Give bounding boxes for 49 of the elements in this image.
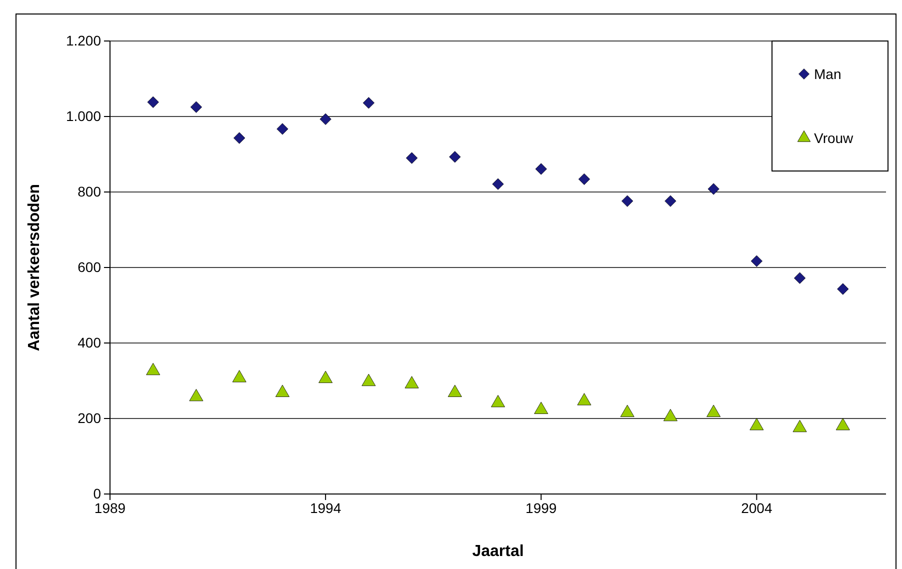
point xyxy=(620,404,634,417)
point xyxy=(535,163,547,175)
x-tick-label: 1994 xyxy=(310,500,342,516)
point xyxy=(146,362,160,376)
point xyxy=(492,178,504,190)
point xyxy=(189,388,204,402)
point xyxy=(708,183,720,195)
y-tick-label: 1.200 xyxy=(66,32,102,48)
point xyxy=(190,101,202,113)
legend-label: Man xyxy=(814,66,842,82)
x-tick-label: 1989 xyxy=(94,500,126,516)
y-tick-label: 600 xyxy=(78,258,102,275)
y-tick-label: 800 xyxy=(78,183,102,200)
point xyxy=(663,408,678,422)
point xyxy=(750,255,762,267)
legend-label: Vrouw xyxy=(814,130,854,146)
point xyxy=(578,173,590,185)
point xyxy=(792,420,807,432)
y-tick-label: 400 xyxy=(78,334,102,350)
x-tick-label: 2004 xyxy=(741,500,772,516)
y-tick-label: 200 xyxy=(78,410,102,426)
y-tick-label: 1.000 xyxy=(66,108,102,124)
point xyxy=(491,394,505,408)
point xyxy=(837,283,849,295)
point xyxy=(750,418,764,430)
x-axis-title: Jaartal xyxy=(472,543,524,560)
point xyxy=(706,404,721,417)
point xyxy=(232,370,246,382)
point xyxy=(404,376,419,388)
point xyxy=(318,370,333,383)
point xyxy=(449,151,461,163)
point xyxy=(622,195,634,207)
point xyxy=(664,195,676,207)
point xyxy=(794,272,806,284)
point xyxy=(448,384,462,397)
point xyxy=(577,393,592,406)
x-tick-label: 1999 xyxy=(526,500,557,516)
point xyxy=(362,374,376,386)
point xyxy=(276,123,288,135)
point xyxy=(362,97,374,109)
point xyxy=(147,96,159,108)
point xyxy=(234,132,246,144)
point xyxy=(534,402,548,414)
y-axis-title: Aantal verkeersdoden xyxy=(26,184,43,352)
point xyxy=(406,152,418,164)
y-tick-label: 0 xyxy=(93,485,102,502)
point xyxy=(836,418,850,430)
point xyxy=(275,384,290,397)
point xyxy=(320,113,332,125)
